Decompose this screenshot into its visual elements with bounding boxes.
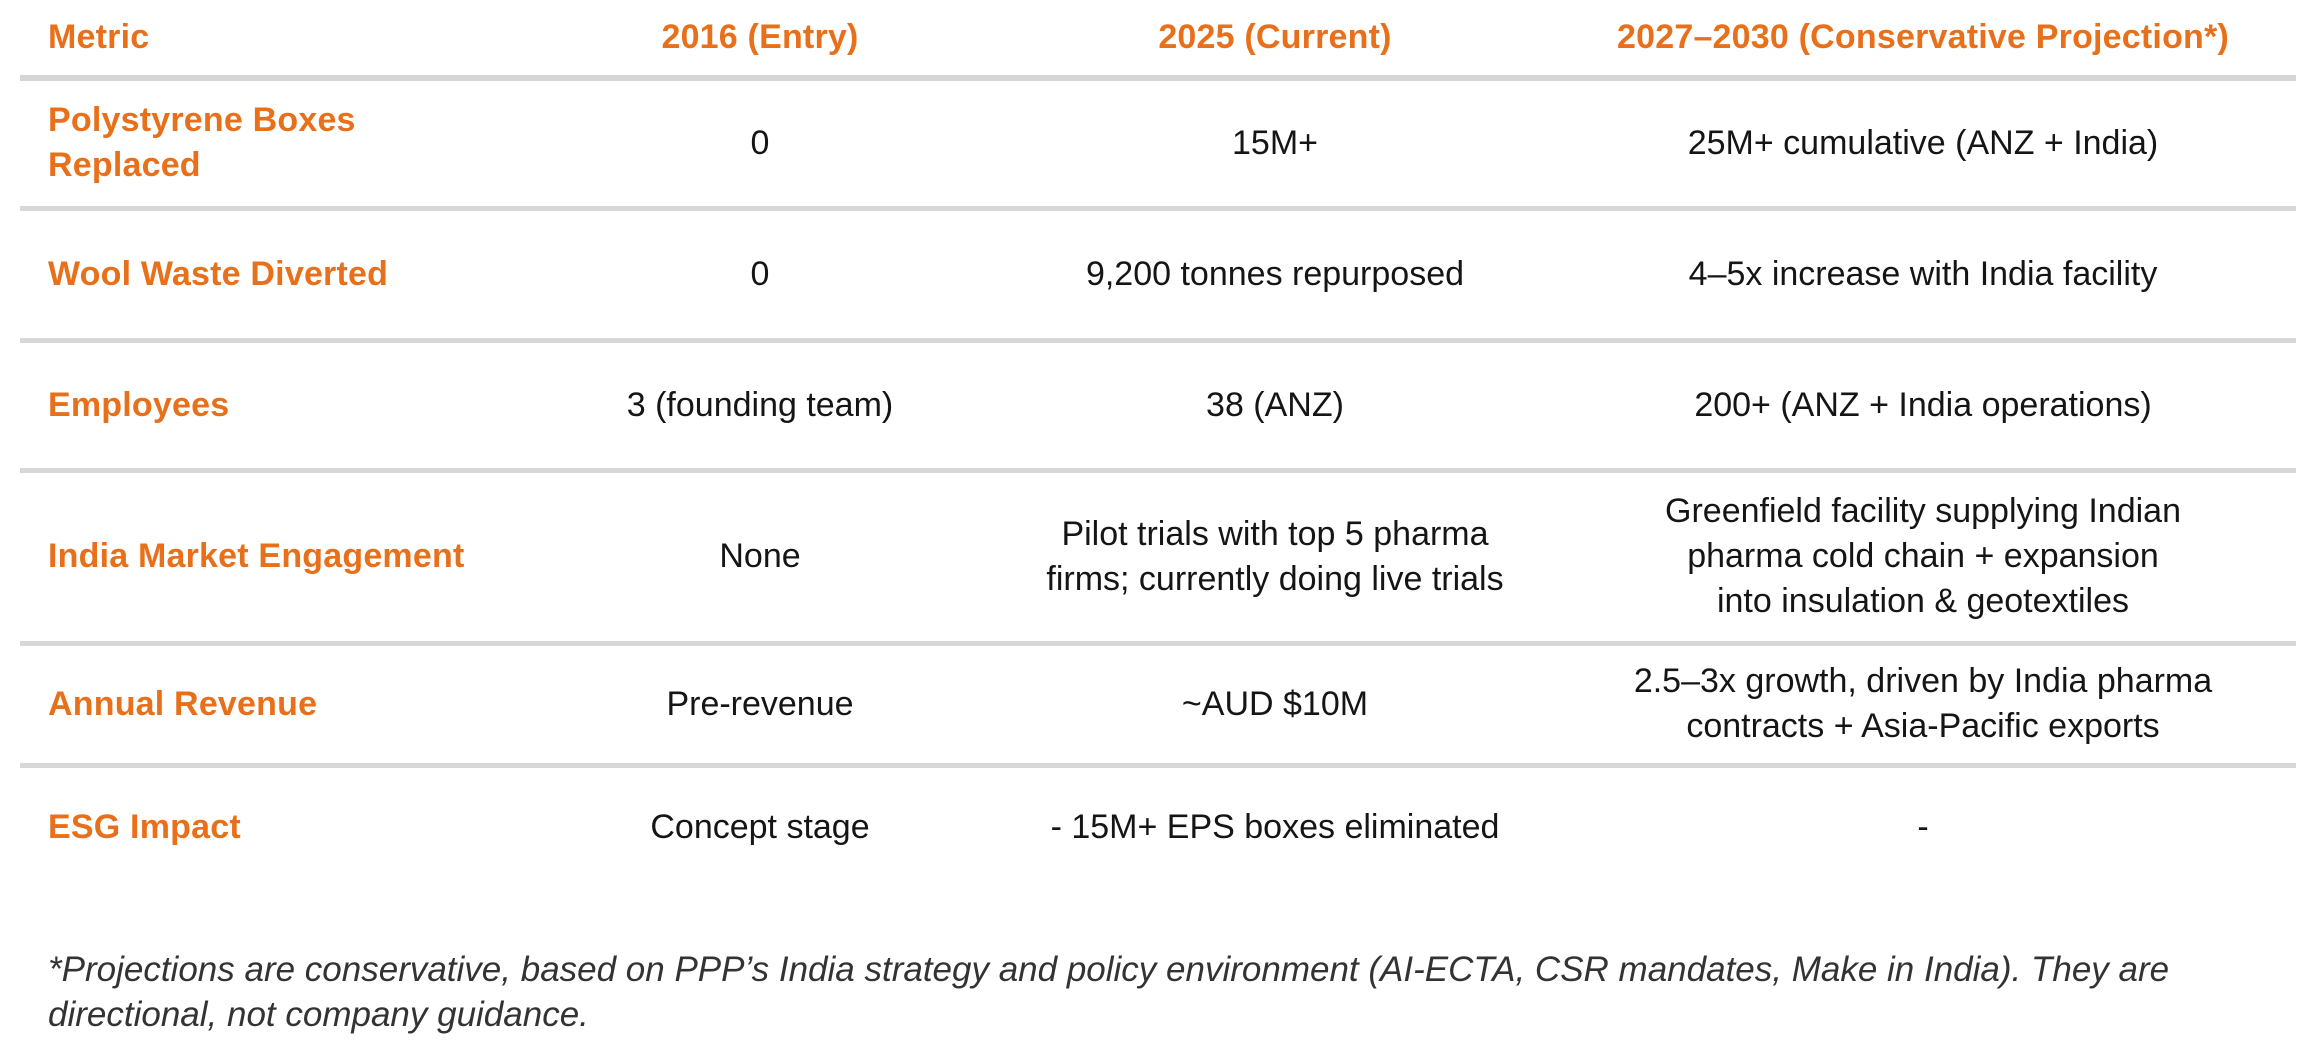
entry-value: 0 bbox=[750, 123, 770, 162]
table-row: ESG Impact Concept stage - 15M+ EPS boxes … bbox=[20, 765, 2296, 887]
projection-value: 4–5x increase with India facility bbox=[1688, 254, 2158, 293]
projection-value: Greenfield facility supplying Indian pha… bbox=[1665, 492, 2181, 620]
entry-cell: Concept stage bbox=[520, 765, 1000, 887]
current-cell: 15M+ bbox=[1000, 78, 1550, 211]
projection-cell: 2.5–3x growth, driven by India pharma co… bbox=[1550, 643, 2296, 768]
projection-value: 200+ (ANZ + India operations) bbox=[1694, 385, 2152, 424]
metric-cell: Annual Revenue bbox=[20, 643, 520, 768]
table-body: Polystyrene Boxes Replaced 0 15M+ 25M+ cumu… bbox=[20, 78, 2296, 887]
entry-cell: Pre-revenue bbox=[520, 643, 1000, 768]
entry-cell: 3 (founding team) bbox=[520, 340, 1000, 473]
current-value: 9,200 tonnes repurposed bbox=[1085, 254, 1465, 293]
column-header-metric: Metric bbox=[20, 0, 520, 81]
entry-value: 3 (founding team) bbox=[626, 385, 894, 424]
projection-cell: 25M+ cumulative (ANZ + India) bbox=[1550, 78, 2296, 211]
current-cell: - 15M+ EPS boxes eliminated bbox=[1000, 765, 1550, 887]
metric-label: ESG Impact bbox=[48, 807, 241, 846]
metric-cell: ESG Impact bbox=[20, 765, 520, 887]
current-cell: 9,200 tonnes repurposed bbox=[1000, 208, 1550, 343]
metric-cell: India Market Engagement bbox=[20, 470, 520, 646]
metric-label: Polystyrene Boxes Replaced bbox=[48, 101, 356, 185]
metric-cell: Wool Waste Diverted bbox=[20, 208, 520, 343]
current-cell: Pilot trials with top 5 pharma firms; cu… bbox=[1000, 470, 1550, 646]
table-row: Employees 3 (founding team) 38 (ANZ) 200+ (… bbox=[20, 340, 2296, 473]
metric-cell: Employees bbox=[20, 340, 520, 473]
entry-value: 0 bbox=[750, 254, 770, 293]
metrics-table-container: Metric 2016 (Entry) 2025 (Current) 2027–… bbox=[20, 0, 2296, 887]
table-row: Wool Waste Diverted 0 9,200 tonnes repurpo… bbox=[20, 208, 2296, 343]
projection-value: - bbox=[1917, 807, 1929, 846]
current-value: 38 (ANZ) bbox=[1206, 385, 1344, 424]
metric-label: Annual Revenue bbox=[48, 684, 318, 723]
entry-cell: 0 bbox=[520, 208, 1000, 343]
current-value: - 15M+ EPS boxes eliminated bbox=[1050, 807, 1500, 846]
projection-value: 2.5–3x growth, driven by India pharma co… bbox=[1633, 662, 2213, 745]
entry-cell: None bbox=[520, 470, 1000, 646]
entry-value: None bbox=[719, 537, 801, 576]
entry-value: Pre-revenue bbox=[666, 684, 854, 723]
current-cell: ~AUD $10M bbox=[1000, 643, 1550, 768]
column-header-2016-entry: 2016 (Entry) bbox=[520, 0, 1000, 81]
projection-cell: Greenfield facility supplying Indian pha… bbox=[1550, 470, 2296, 646]
current-value: 15M+ bbox=[1232, 123, 1318, 162]
table-row: Annual Revenue Pre-revenue ~AUD $10M 2.5–3x… bbox=[20, 643, 2296, 768]
metric-label: Wool Waste Diverted bbox=[48, 254, 389, 293]
projection-cell: 200+ (ANZ + India operations) bbox=[1550, 340, 2296, 473]
current-value: ~AUD $10M bbox=[1181, 684, 1369, 723]
current-value: Pilot trials with top 5 pharma firms; cu… bbox=[1046, 514, 1504, 598]
projection-cell: - bbox=[1550, 765, 2296, 887]
metric-label: Employees bbox=[48, 385, 230, 424]
projection-cell: 4–5x increase with India facility bbox=[1550, 208, 2296, 343]
column-header-2027-2030-projection: 2027–2030 (Conservative Projection*) bbox=[1550, 0, 2296, 81]
table-header-row: Metric 2016 (Entry) 2025 (Current) 2027–… bbox=[20, 0, 2296, 81]
metric-cell: Polystyrene Boxes Replaced bbox=[20, 78, 520, 211]
projection-value: 25M+ cumulative (ANZ + India) bbox=[1687, 123, 2159, 162]
table-row: India Market Engagement None Pilot trials … bbox=[20, 470, 2296, 646]
current-cell: 38 (ANZ) bbox=[1000, 340, 1550, 473]
entry-value: Concept stage bbox=[650, 807, 870, 846]
footnote-text: *Projections are conservative, based on … bbox=[48, 950, 2170, 1034]
metrics-table: Metric 2016 (Entry) 2025 (Current) 2027–… bbox=[20, 0, 2296, 887]
metric-label: India Market Engagement bbox=[48, 537, 465, 576]
entry-cell: 0 bbox=[520, 78, 1000, 211]
column-header-2025-current: 2025 (Current) bbox=[1000, 0, 1550, 81]
table-row: Polystyrene Boxes Replaced 0 15M+ 25M+ cumu… bbox=[20, 78, 2296, 211]
